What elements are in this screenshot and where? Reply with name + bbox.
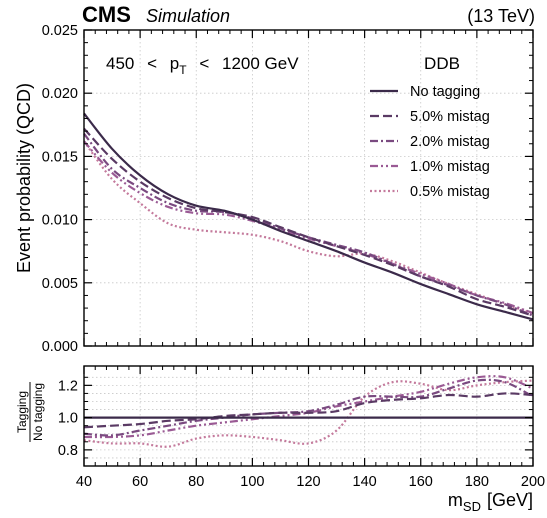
series-line-no-tagging [83, 112, 534, 321]
top-ytick-label: 0.000 [42, 339, 78, 355]
series-line-0-5-mistag [83, 140, 534, 315]
ratio-y-axis-title: Tagging No tagging [15, 382, 45, 442]
legend-label-0-5-mistag: 0.5% mistag [410, 184, 490, 200]
ratio-ytick-labels: 0.8 1.0 1.2 [58, 378, 78, 459]
ratio-line-2-0-mistag [83, 378, 534, 437]
legend: No tagging 5.0% mistag 2.0% mistag 1.0% mis… [370, 84, 490, 200]
legend-title: DDB [424, 54, 460, 73]
top-y-axis-title: Event probability (QCD) [14, 83, 34, 273]
ratio-line-5-0-mistag [83, 392, 534, 429]
legend-label-1-0-mistag: 1.0% mistag [410, 159, 490, 175]
legend-label-2-0-mistag: 2.0% mistag [410, 134, 490, 150]
x-tick-label: 120 [296, 474, 320, 490]
ratio-y-numerator: Tagging [15, 391, 29, 433]
ratio-ytick-label: 1.2 [58, 378, 78, 394]
top-ticks [83, 29, 534, 347]
x-tick-label: 80 [188, 474, 204, 490]
ratio-ytick-label: 1.0 [58, 411, 78, 427]
top-ytick-labels: 0.000 0.005 0.010 0.015 0.020 0.025 [42, 23, 78, 355]
simulation-label: Simulation [146, 6, 230, 26]
energy-label: (13 TeV) [467, 6, 535, 26]
series-line-1-0-mistag [83, 140, 534, 315]
ratio-ticks [83, 366, 534, 466]
top-ytick-label: 0.010 [42, 213, 78, 229]
legend-label-no-tagging: No tagging [410, 84, 480, 100]
x-tick-label: 200 [521, 474, 545, 490]
x-tick-label: 140 [353, 474, 377, 490]
ratio-y-denominator: No tagging [31, 383, 45, 441]
top-ytick-label: 0.015 [42, 149, 78, 165]
x-tick-label: 160 [409, 474, 433, 490]
x-tick-label: 100 [240, 474, 264, 490]
x-tick-labels: 40 60 80 100 120 140 160 180 200 [76, 474, 545, 490]
ratio-line-0-5-mistag [83, 379, 534, 448]
top-series-lines [83, 112, 534, 321]
ratio-ytick-label: 0.8 [58, 443, 78, 459]
ratio-grid [83, 366, 534, 466]
x-tick-label: 40 [76, 474, 92, 490]
x-axis-title: mSD [GeV] [448, 490, 533, 514]
legend-label-5-0-mistag: 5.0% mistag [410, 109, 490, 125]
pt-range-annotation: 450 < pT < 1200 GeV [106, 54, 299, 78]
cms-label: CMS [82, 2, 131, 27]
ratio-series-lines [83, 375, 534, 448]
top-ytick-label: 0.025 [42, 23, 78, 39]
top-ytick-label: 0.020 [42, 86, 78, 102]
top-ytick-label: 0.005 [42, 276, 78, 292]
x-tick-label: 60 [132, 474, 148, 490]
x-tick-label: 180 [465, 474, 489, 490]
series-line-2-0-mistag [83, 132, 534, 317]
